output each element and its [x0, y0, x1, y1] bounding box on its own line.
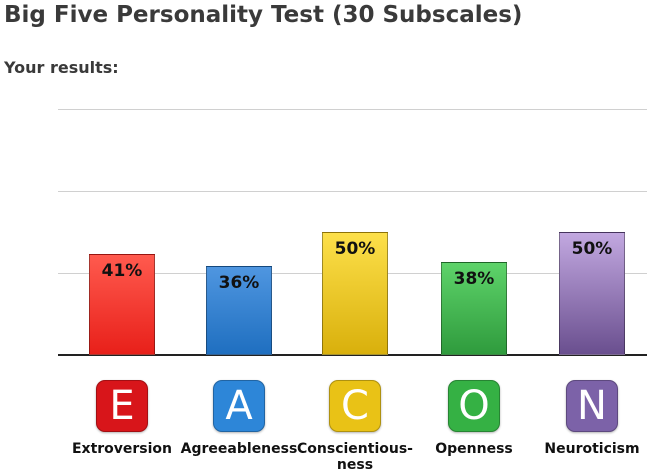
- gridline: [58, 191, 647, 192]
- bar-c: 50%: [322, 232, 388, 355]
- page-title: Big Five Personality Test (30 Subscales): [4, 2, 523, 28]
- gridline: [58, 109, 647, 110]
- x-axis-line: [58, 354, 647, 356]
- trait-o-icon: O: [448, 380, 500, 432]
- trait-e-icon: E: [96, 380, 148, 432]
- bar-value-label: 50%: [334, 239, 376, 259]
- category-label-line: Neuroticism: [544, 441, 640, 457]
- category-label-line: ness: [336, 457, 374, 473]
- category-label: Agreeableness: [174, 441, 304, 457]
- category-label: Neuroticism: [527, 441, 651, 457]
- bar-a: 36%: [206, 266, 272, 355]
- bar-o: 38%: [441, 262, 507, 355]
- bar-value-label: 41%: [101, 261, 143, 281]
- results-heading: Your results:: [4, 58, 119, 77]
- bar-value-label: 36%: [218, 273, 260, 293]
- category-label: Conscientious-ness: [290, 441, 420, 473]
- bar-value-label: 38%: [453, 269, 495, 289]
- category-label: Extroversion: [57, 441, 187, 457]
- bar-e: 41%: [89, 254, 155, 355]
- category-label: Openness: [409, 441, 539, 457]
- bar-value-label: 50%: [571, 239, 613, 259]
- trait-c-icon: C: [329, 380, 381, 432]
- bar-n: 50%: [559, 232, 625, 355]
- trait-n-icon: N: [566, 380, 618, 432]
- category-label-line: Conscientious-: [297, 441, 413, 457]
- category-label-line: Openness: [435, 441, 513, 457]
- trait-a-icon: A: [213, 380, 265, 432]
- category-label-line: Agreeableness: [180, 441, 298, 457]
- category-label-line: Extroversion: [71, 441, 173, 457]
